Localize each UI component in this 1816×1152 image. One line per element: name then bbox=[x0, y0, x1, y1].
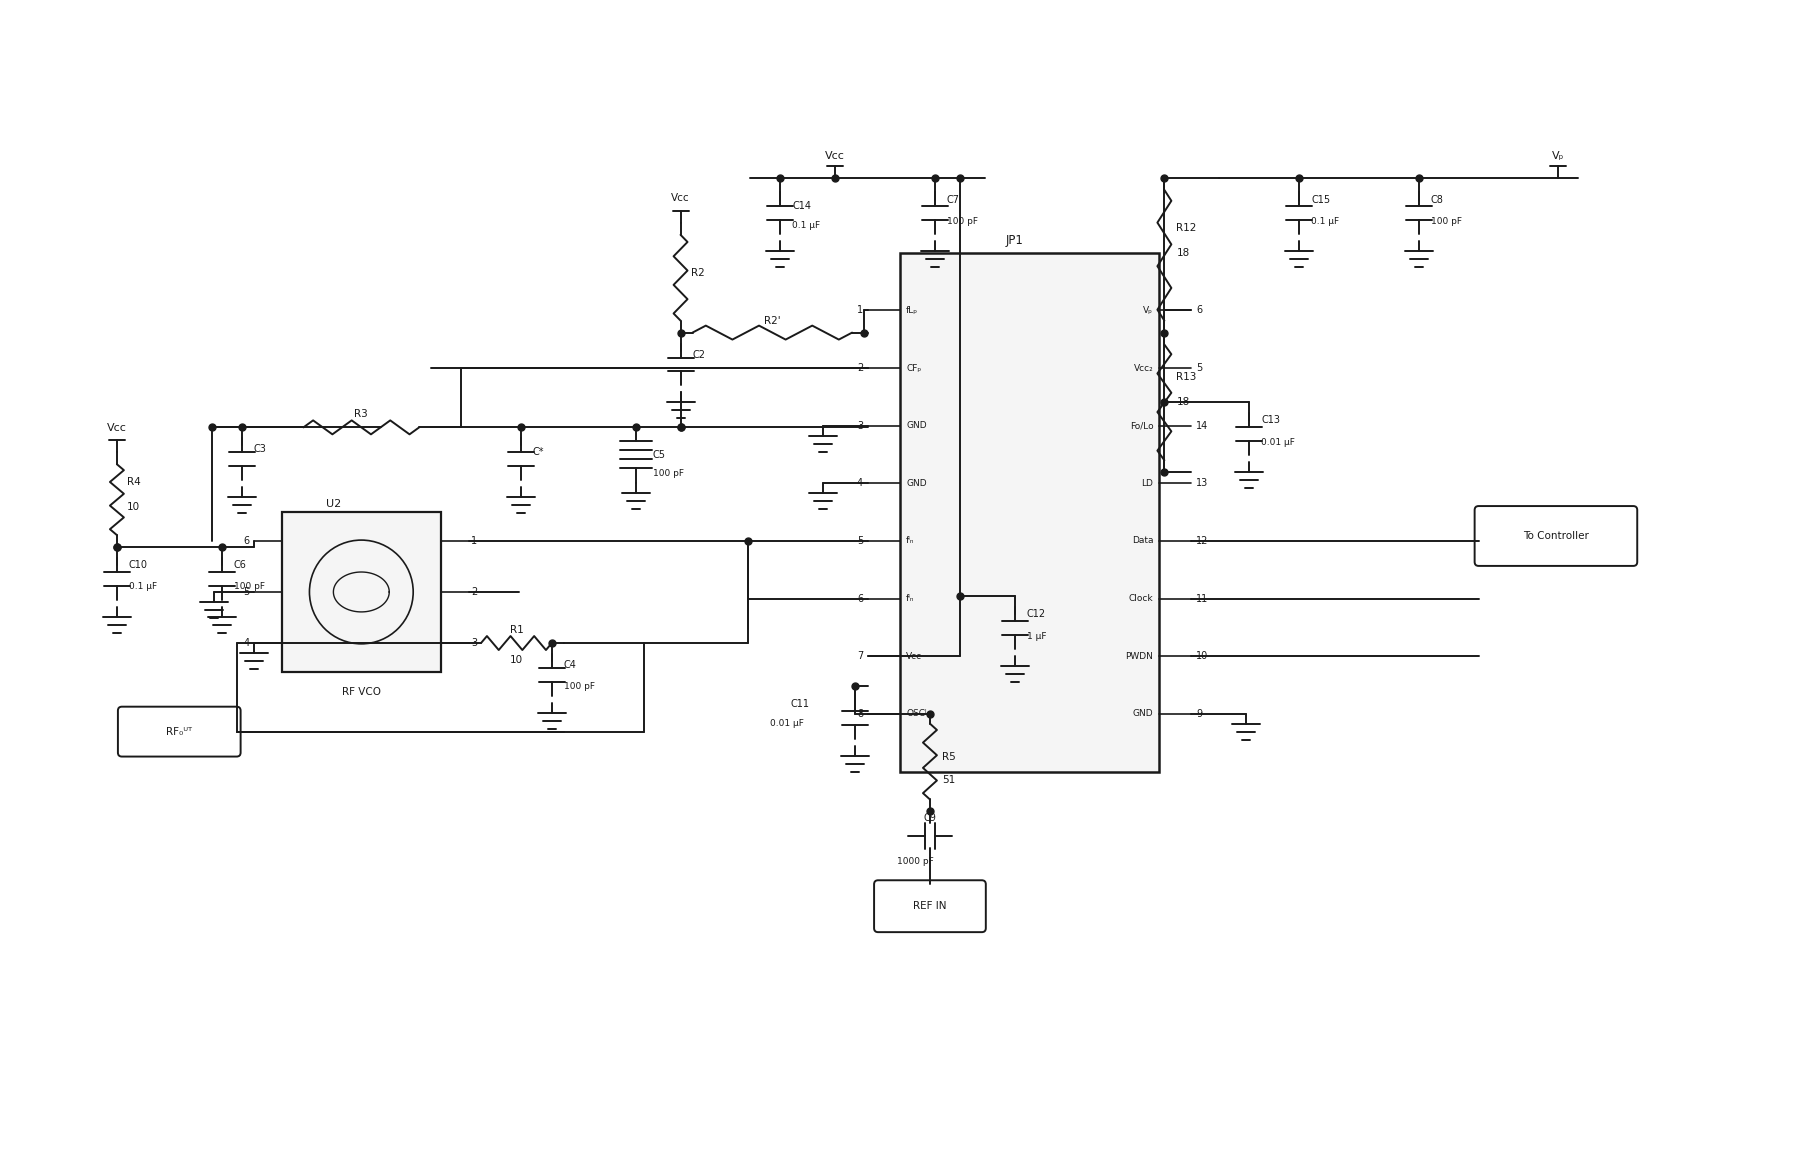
Text: 18: 18 bbox=[1177, 248, 1189, 258]
Text: 3: 3 bbox=[470, 638, 478, 649]
Text: 1: 1 bbox=[470, 536, 478, 546]
Text: Vᴄᴄ: Vᴄᴄ bbox=[672, 192, 690, 203]
Text: Vᴄᴄ: Vᴄᴄ bbox=[906, 652, 923, 661]
Text: C9: C9 bbox=[924, 813, 937, 824]
Text: 1000 pF: 1000 pF bbox=[897, 857, 933, 866]
Text: GND: GND bbox=[1133, 710, 1153, 719]
Text: 6: 6 bbox=[857, 593, 863, 604]
Text: 0.1 μF: 0.1 μF bbox=[792, 221, 821, 230]
Text: 0.1 μF: 0.1 μF bbox=[1311, 218, 1338, 226]
Text: 2: 2 bbox=[470, 588, 478, 597]
Text: GND: GND bbox=[906, 422, 926, 430]
Text: C14: C14 bbox=[792, 200, 812, 211]
Text: 0.01 μF: 0.01 μF bbox=[1260, 438, 1295, 447]
Text: 100 pF: 100 pF bbox=[234, 583, 265, 591]
Text: GND: GND bbox=[906, 479, 926, 487]
Text: R13: R13 bbox=[1177, 372, 1197, 382]
Text: Fo/Lo: Fo/Lo bbox=[1130, 422, 1153, 430]
Text: R2: R2 bbox=[690, 267, 705, 278]
Text: 1: 1 bbox=[857, 305, 863, 316]
Text: 100 pF: 100 pF bbox=[1431, 218, 1462, 226]
Text: To Controller: To Controller bbox=[1524, 531, 1589, 541]
Text: 100 pF: 100 pF bbox=[563, 682, 596, 691]
Text: fᴵₙ: fᴵₙ bbox=[906, 594, 915, 604]
Text: 8: 8 bbox=[857, 708, 863, 719]
Text: RF VCO: RF VCO bbox=[341, 687, 381, 697]
Text: 14: 14 bbox=[1197, 420, 1209, 431]
Text: R4: R4 bbox=[127, 477, 140, 487]
Bar bbox=[901, 252, 1159, 772]
Text: U2: U2 bbox=[327, 499, 341, 509]
Text: C5: C5 bbox=[652, 450, 666, 461]
Text: C6: C6 bbox=[234, 560, 247, 570]
Text: RF₀ᵁᵀ: RF₀ᵁᵀ bbox=[167, 727, 192, 736]
Text: PWDN: PWDN bbox=[1126, 652, 1153, 661]
Text: Vₚ: Vₚ bbox=[1144, 306, 1153, 314]
Text: OSCᴵₙ: OSCᴵₙ bbox=[906, 710, 930, 719]
Text: C4: C4 bbox=[563, 660, 577, 670]
Text: Vᴄᴄ₂: Vᴄᴄ₂ bbox=[1133, 364, 1153, 372]
Text: C8: C8 bbox=[1431, 195, 1444, 205]
Text: C*: C* bbox=[532, 447, 545, 457]
Text: 6: 6 bbox=[243, 536, 249, 546]
Text: R3: R3 bbox=[354, 409, 369, 419]
Text: C3: C3 bbox=[254, 445, 267, 454]
Text: C12: C12 bbox=[1026, 609, 1046, 620]
Text: 0.1 μF: 0.1 μF bbox=[129, 583, 156, 591]
Text: 6: 6 bbox=[1197, 305, 1202, 316]
Text: 2: 2 bbox=[857, 363, 863, 373]
Text: C11: C11 bbox=[790, 699, 810, 708]
Text: C2: C2 bbox=[692, 349, 706, 359]
Text: 4: 4 bbox=[243, 638, 249, 649]
Text: C10: C10 bbox=[129, 560, 147, 570]
Text: 10: 10 bbox=[127, 502, 140, 513]
Text: 51: 51 bbox=[943, 774, 955, 785]
Text: 12: 12 bbox=[1197, 536, 1209, 546]
Text: 100 pF: 100 pF bbox=[652, 469, 683, 478]
Text: 4: 4 bbox=[857, 478, 863, 488]
Bar bbox=[281, 513, 441, 672]
Text: CFₚ: CFₚ bbox=[906, 364, 921, 372]
Text: Vᴄᴄ: Vᴄᴄ bbox=[107, 423, 127, 433]
Text: fLₚ: fLₚ bbox=[906, 306, 919, 314]
Text: 13: 13 bbox=[1197, 478, 1209, 488]
Text: 10: 10 bbox=[1197, 651, 1209, 661]
Text: C7: C7 bbox=[946, 195, 961, 205]
Text: 7: 7 bbox=[857, 651, 863, 661]
Text: Vᴄᴄ: Vᴄᴄ bbox=[824, 151, 844, 161]
Text: 5: 5 bbox=[243, 588, 249, 597]
Text: 3: 3 bbox=[857, 420, 863, 431]
Text: 0.01 μF: 0.01 μF bbox=[770, 719, 804, 728]
Text: 10: 10 bbox=[510, 655, 523, 665]
Text: REF IN: REF IN bbox=[913, 901, 946, 911]
Text: R12: R12 bbox=[1177, 222, 1197, 233]
Text: R2': R2' bbox=[765, 316, 781, 326]
Text: C13: C13 bbox=[1260, 416, 1280, 425]
Text: R5: R5 bbox=[943, 751, 955, 761]
Text: Data: Data bbox=[1131, 537, 1153, 546]
Text: LD: LD bbox=[1142, 479, 1153, 487]
Text: 100 pF: 100 pF bbox=[946, 218, 977, 226]
Text: C15: C15 bbox=[1311, 195, 1329, 205]
Text: 11: 11 bbox=[1197, 593, 1209, 604]
Text: 1 μF: 1 μF bbox=[1026, 631, 1046, 641]
Text: Vₚ: Vₚ bbox=[1553, 151, 1565, 161]
Text: 5: 5 bbox=[857, 536, 863, 546]
Text: 9: 9 bbox=[1197, 708, 1202, 719]
Text: 5: 5 bbox=[1197, 363, 1202, 373]
Text: JP1: JP1 bbox=[1006, 234, 1024, 248]
Text: 18: 18 bbox=[1177, 397, 1189, 408]
Text: R1: R1 bbox=[510, 626, 523, 635]
Text: fᴵₙ: fᴵₙ bbox=[906, 537, 915, 546]
Text: Clock: Clock bbox=[1130, 594, 1153, 604]
